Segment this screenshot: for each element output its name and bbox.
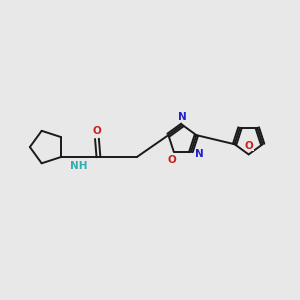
Text: NH: NH: [70, 161, 87, 171]
Text: O: O: [245, 142, 254, 152]
Text: O: O: [168, 154, 177, 164]
Text: N: N: [178, 112, 187, 122]
Text: O: O: [93, 126, 102, 136]
Text: N: N: [195, 149, 203, 159]
